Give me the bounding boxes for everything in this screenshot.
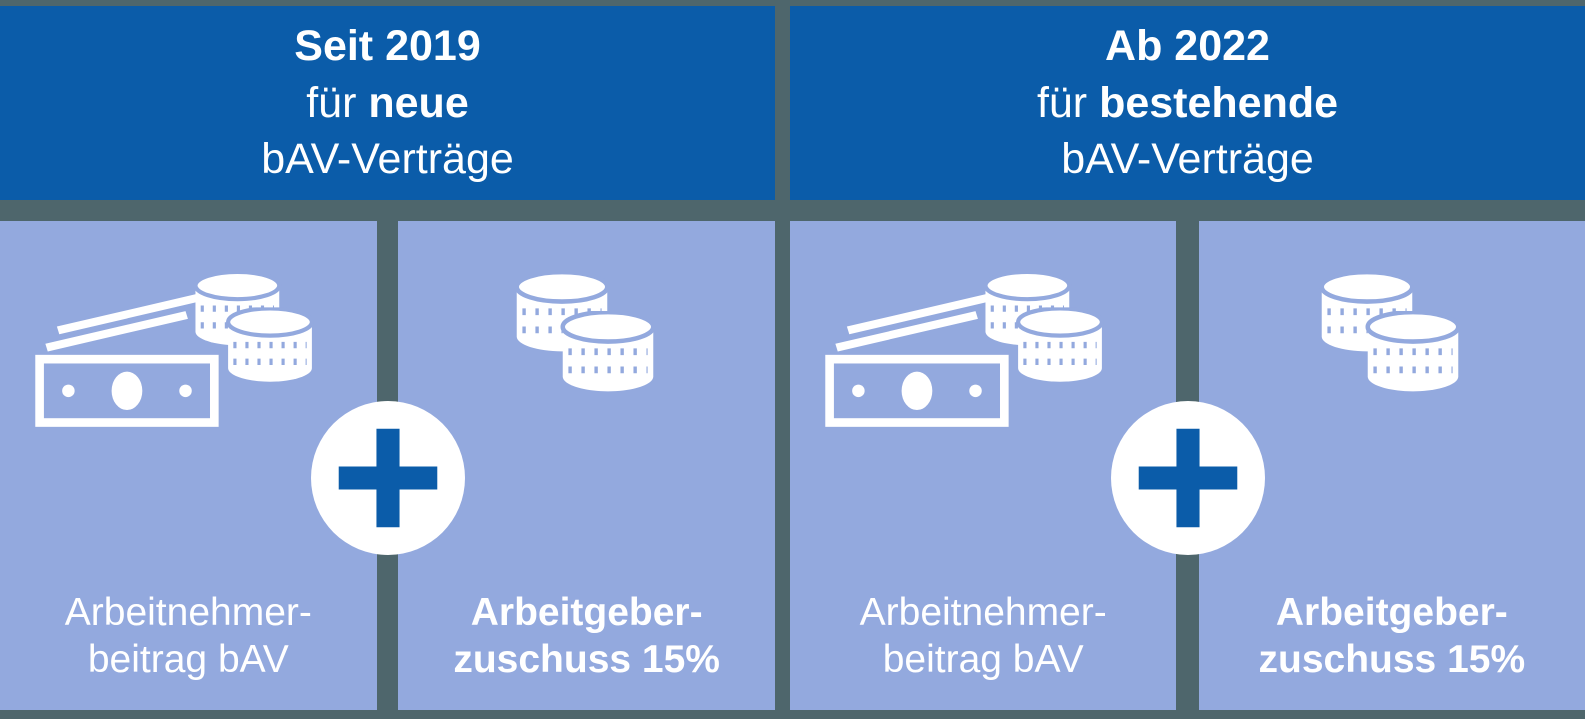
employer-subsidy-label: Arbeitgeber- zuschuss 15%: [398, 589, 775, 684]
banknotes-and-coins-icon: [820, 267, 1108, 449]
coin-stacks-icon: [1315, 271, 1469, 401]
plus-glyph: [1111, 401, 1265, 555]
label-line-1: Arbeitnehmer-: [64, 590, 312, 634]
header-subtitle-regular: für: [306, 78, 357, 127]
plus-icon: [1110, 401, 1265, 555]
header-subtitle: für neue: [306, 75, 469, 132]
header-subtitle: für bestehende: [1037, 75, 1338, 132]
label-line-2: beitrag bAV: [882, 638, 1084, 682]
label-line-2: beitrag bAV: [87, 638, 289, 682]
label-line-2: zuschuss 15%: [1258, 638, 1526, 682]
panel-header-ab-2022: Ab 2022 für bestehende bAV-Verträge: [790, 6, 1585, 200]
label-line-1: Arbeitgeber-: [1275, 590, 1508, 634]
header-contract-type: bAV-Verträge: [1061, 135, 1314, 184]
employer-subsidy-box: Arbeitgeber- zuschuss 15%: [398, 221, 775, 710]
banknotes-and-coins-icon: [30, 267, 318, 449]
header-contract-type: bAV-Verträge: [261, 135, 514, 184]
employee-contribution-label: Arbeitnehmer- beitrag bAV: [790, 589, 1176, 684]
label-line-1: Arbeitgeber-: [470, 590, 703, 634]
coin-stacks-icon: [510, 271, 664, 401]
employer-subsidy-label: Arbeitgeber- zuschuss 15%: [1199, 589, 1585, 684]
header-subtitle-regular: für: [1036, 78, 1088, 127]
header-subtitle-bold: bestehende: [1099, 78, 1339, 127]
label-line-1: Arbeitnehmer-: [859, 590, 1107, 634]
plus-icon: [310, 401, 465, 555]
employee-contribution-label: Arbeitnehmer- beitrag bAV: [0, 589, 377, 684]
label-line-2: zuschuss 15%: [453, 638, 720, 682]
plus-glyph: [311, 401, 465, 555]
panel-header-seit-2019: Seit 2019 für neue bAV-Verträge: [0, 6, 775, 200]
panel-ab-2022: Ab 2022 für bestehende bAV-Verträge Arbe…: [790, 0, 1585, 719]
header-title: Ab 2022: [1105, 21, 1270, 70]
header-subtitle-bold: neue: [368, 78, 469, 127]
header-title: Seit 2019: [294, 21, 481, 70]
panel-seit-2019: Seit 2019 für neue bAV-Verträge Arbeitne…: [0, 0, 775, 719]
